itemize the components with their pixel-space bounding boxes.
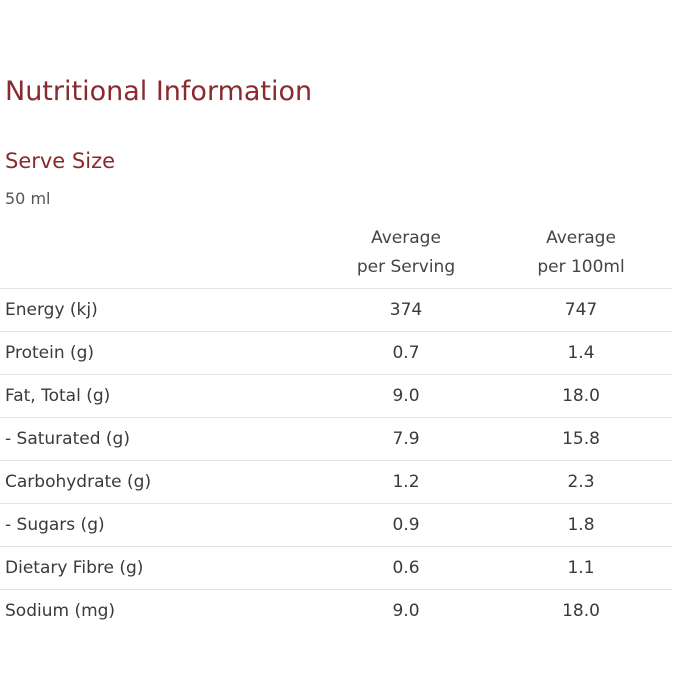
table-row: Fat, Total (g) 9.0 18.0 (0, 374, 672, 418)
serve-size-value: 50 ml (5, 189, 51, 208)
per-serving-value: 7.9 (322, 417, 490, 461)
nutrient-name: Fat, Total (g) (0, 374, 322, 418)
per-100ml-value: 15.8 (490, 417, 672, 461)
nutrient-name: - Saturated (g) (0, 417, 322, 461)
nutrient-name: Energy (kj) (0, 288, 322, 332)
per-serving-value: 9.0 (322, 374, 490, 418)
nutrition-table: Average per Serving Average per 100ml En… (0, 218, 672, 632)
header-per-serving: Average per Serving (322, 218, 490, 289)
per-serving-value: 374 (322, 288, 490, 332)
table-row: Energy (kj) 374 747 (0, 288, 672, 332)
header-per-100ml-line2: per 100ml (537, 257, 625, 277)
header-per-100ml: Average per 100ml (490, 218, 672, 289)
table-row: - Sugars (g) 0.9 1.8 (0, 503, 672, 547)
nutrient-name: Sodium (mg) (0, 589, 322, 632)
per-serving-value: 9.0 (322, 589, 490, 632)
nutrient-name: - Sugars (g) (0, 503, 322, 547)
per-serving-value: 0.9 (322, 503, 490, 547)
table-row: Sodium (mg) 9.0 18.0 (0, 589, 672, 632)
per-100ml-value: 2.3 (490, 460, 672, 504)
nutrient-name: Carbohydrate (g) (0, 460, 322, 504)
header-per-serving-line2: per Serving (356, 257, 456, 277)
per-100ml-value: 1.8 (490, 503, 672, 547)
per-100ml-value: 18.0 (490, 374, 672, 418)
per-serving-value: 0.6 (322, 546, 490, 590)
per-100ml-value: 18.0 (490, 589, 672, 632)
table-header-row: Average per Serving Average per 100ml (0, 218, 672, 289)
header-nutrient (0, 218, 322, 289)
per-100ml-value: 747 (490, 288, 672, 332)
table-row: Dietary Fibre (g) 0.6 1.1 (0, 546, 672, 590)
table-row: Protein (g) 0.7 1.4 (0, 331, 672, 375)
per-100ml-value: 1.4 (490, 331, 672, 375)
per-serving-value: 0.7 (322, 331, 490, 375)
per-serving-value: 1.2 (322, 460, 490, 504)
table-row: Carbohydrate (g) 1.2 2.3 (0, 460, 672, 504)
serve-size-label: Serve Size (5, 149, 116, 173)
header-per-100ml-line1: Average (546, 228, 616, 248)
nutrient-name: Protein (g) (0, 331, 322, 375)
header-per-serving-line1: Average (371, 228, 441, 248)
per-100ml-value: 1.1 (490, 546, 672, 590)
page-title: Nutritional Information (5, 76, 313, 107)
table-row: - Saturated (g) 7.9 15.8 (0, 417, 672, 461)
nutrient-name: Dietary Fibre (g) (0, 546, 322, 590)
